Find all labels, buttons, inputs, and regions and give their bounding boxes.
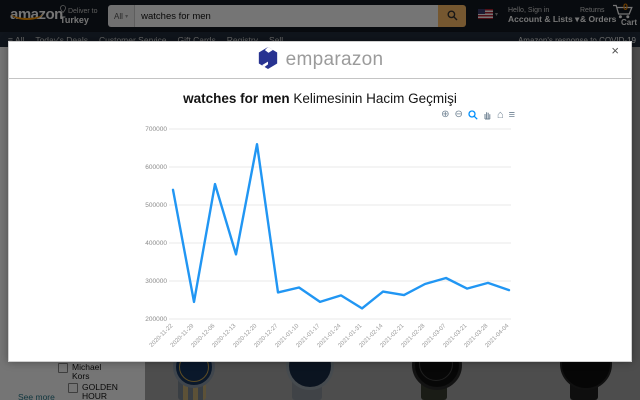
y-tick-label: 500000	[145, 202, 167, 209]
pan-icon[interactable]	[483, 110, 492, 120]
chart-title: watches for men Kelimesinin Hacim Geçmiş…	[9, 91, 631, 106]
chart-title-keyword: watches for men	[183, 91, 290, 106]
chart-toolbar: ⊕ ⊖ ⌂ ≡	[441, 109, 515, 121]
zoom-out-icon[interactable]: ⊖	[454, 109, 463, 120]
volume-line	[171, 143, 511, 310]
chart-title-suffix: Kelimesinin Hacim Geçmişi	[289, 91, 457, 106]
modal-header: emparazon ×	[9, 42, 631, 79]
y-tick-label: 600000	[145, 164, 167, 171]
y-tick-label: 400000	[145, 240, 167, 247]
emparazon-brand: emparazon	[257, 46, 384, 75]
volume-chart: 2000003000004000005000006000007000002020…	[145, 126, 511, 349]
home-icon[interactable]: ⌂	[496, 109, 504, 121]
menu-icon[interactable]: ≡	[508, 109, 515, 121]
emparazon-cube-icon	[257, 46, 279, 75]
modal-body: watches for men Kelimesinin Hacim Geçmiş…	[9, 79, 631, 362]
y-tick-label: 300000	[145, 278, 167, 285]
emparazon-modal: emparazon × watches for men Kelimesinin …	[8, 41, 632, 362]
close-icon[interactable]: ×	[611, 43, 619, 58]
zoom-in-icon[interactable]: ⊕	[441, 109, 450, 120]
selection-zoom-icon[interactable]	[468, 110, 478, 120]
y-tick-label: 200000	[145, 316, 167, 323]
y-tick-label: 700000	[145, 126, 167, 133]
emparazon-wordmark: emparazon	[285, 49, 384, 70]
